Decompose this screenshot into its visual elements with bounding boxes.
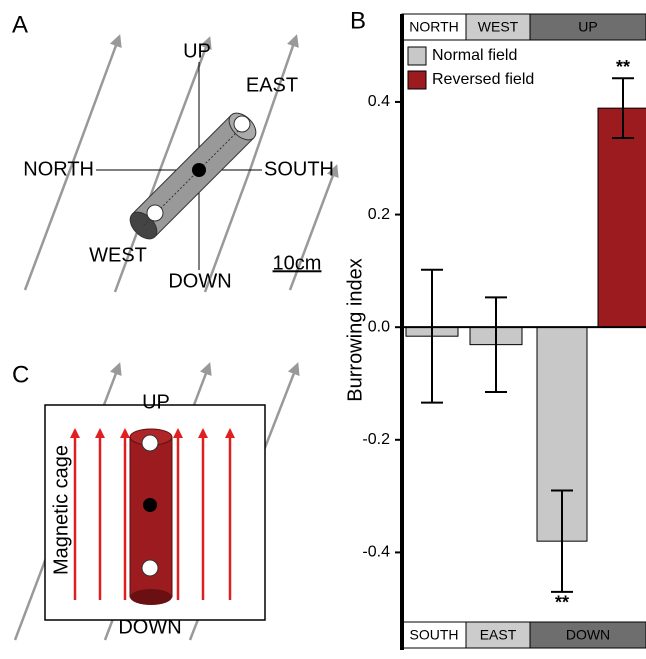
panel-b: B Burrowing index NORTH SOUTH WEST EAST UP DO… bbox=[344, 7, 646, 650]
panel-label: A bbox=[12, 11, 28, 38]
panel-label: C bbox=[12, 361, 29, 388]
header-label: UP bbox=[578, 19, 597, 35]
legend-swatch bbox=[408, 71, 426, 89]
dot bbox=[147, 205, 163, 221]
legend-label: Reversed field bbox=[432, 71, 534, 88]
footer-label: DOWN bbox=[566, 627, 610, 643]
footer-label: SOUTH bbox=[410, 627, 459, 643]
label: DOWN bbox=[118, 616, 181, 638]
panel-c: C UP DOWN Magnetic cage bbox=[12, 361, 296, 640]
dot bbox=[234, 116, 250, 132]
bar bbox=[598, 108, 646, 327]
y-tick-label: -0.2 bbox=[362, 431, 390, 448]
header-label: NORTH bbox=[409, 19, 459, 35]
y-tick-label: 0.4 bbox=[368, 93, 390, 110]
dot bbox=[142, 435, 158, 451]
label: EAST bbox=[246, 74, 298, 96]
dot bbox=[142, 560, 158, 576]
center-dot bbox=[192, 163, 206, 177]
legend-swatch bbox=[408, 47, 426, 65]
footer-label: EAST bbox=[480, 627, 517, 643]
header-label: WEST bbox=[478, 19, 519, 35]
figure: A UP EAST NORTH SOUTH WEST DOWN 10cm C bbox=[0, 0, 646, 654]
scale-label: 10cm bbox=[273, 252, 322, 274]
y-axis-label: Burrowing index bbox=[344, 258, 366, 401]
panel-label: B bbox=[350, 7, 366, 34]
y-tick-label: 0.0 bbox=[368, 318, 390, 335]
legend-label: Normal field bbox=[432, 47, 517, 64]
label: NORTH bbox=[23, 158, 94, 180]
dot bbox=[143, 498, 157, 512]
label: SOUTH bbox=[264, 158, 334, 180]
panel-a: A UP EAST NORTH SOUTH WEST DOWN 10cm bbox=[12, 11, 335, 292]
label: UP bbox=[142, 391, 170, 413]
label: DOWN bbox=[168, 270, 231, 292]
label: WEST bbox=[89, 244, 147, 266]
tube-end bbox=[130, 589, 172, 605]
significance: ** bbox=[555, 593, 569, 613]
y-tick-label: 0.2 bbox=[368, 206, 390, 223]
label: UP bbox=[183, 40, 211, 62]
y-tick-label: -0.4 bbox=[362, 544, 390, 561]
significance: ** bbox=[616, 57, 630, 77]
cage-label: Magnetic cage bbox=[50, 445, 72, 575]
